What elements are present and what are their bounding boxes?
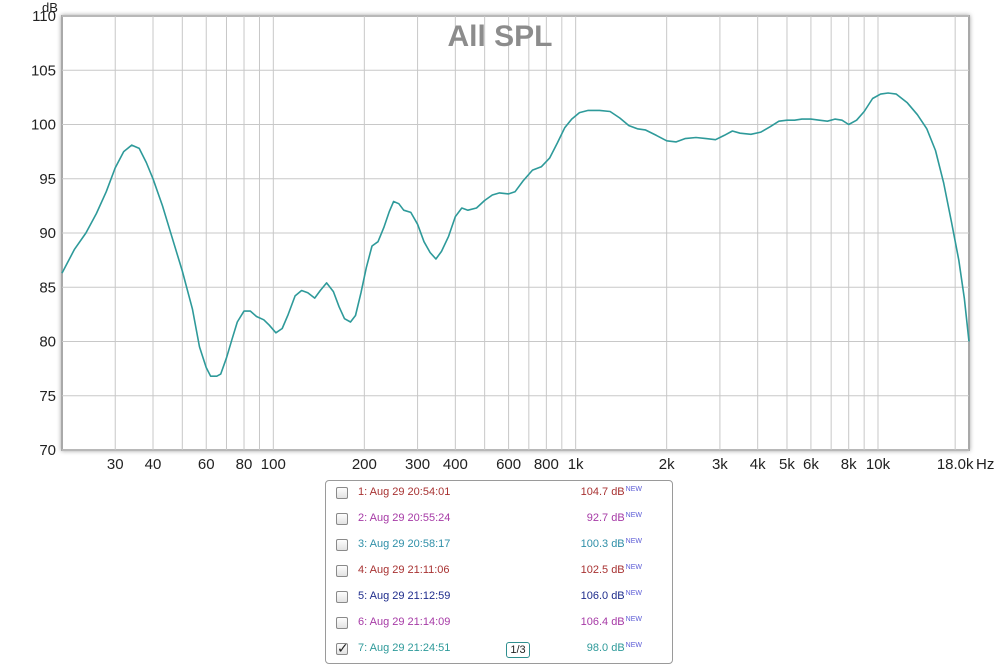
y-tick-label: 100: [31, 117, 56, 134]
y-tick-label: 70: [39, 442, 56, 459]
legend-item[interactable]: 6: Aug 29 21:14:09 106.4 dBNEW: [336, 616, 642, 634]
x-tick-label: 2k: [659, 456, 675, 473]
x-tick-label: 300: [405, 456, 430, 473]
new-badge: NEW: [625, 538, 642, 545]
x-tick-label: 100: [261, 456, 286, 473]
y-tick-label: 85: [39, 279, 56, 296]
x-tick-label: 18.0k: [937, 456, 974, 473]
x-tick-label: 800: [534, 456, 559, 473]
measurement-checkbox[interactable]: [336, 513, 348, 525]
legend-item[interactable]: 1: Aug 29 20:54:01 104.7 dBNEW: [336, 486, 642, 504]
spl-chart: 70 75 80 85 90 95 100 105 110 30 40 60 80 100 200 300 4…: [31, 0, 994, 473]
x-tick-label: 60: [198, 456, 215, 473]
measurement-checkbox[interactable]: [336, 617, 348, 629]
measurement-label: 5: Aug 29 21:12:59: [358, 590, 451, 602]
x-tick-label: 5k: [779, 456, 795, 473]
measurement-checkbox[interactable]: [336, 539, 348, 551]
measurement-checkbox[interactable]: [336, 565, 348, 577]
new-badge: NEW: [625, 564, 642, 571]
measurement-level: 92.7 dBNEW: [586, 512, 642, 524]
measurement-level: 102.5 dBNEW: [580, 564, 642, 576]
legend-item[interactable]: 5: Aug 29 21:12:59 106.0 dBNEW: [336, 590, 642, 608]
measurement-label: 3: Aug 29 20:58:17: [358, 538, 451, 550]
measurement-label: 7: Aug 29 21:24:51: [358, 642, 451, 654]
y-tick-labels: 70 75 80 85 90 95 100 105 110: [31, 8, 56, 459]
chart-title: All SPL: [447, 20, 552, 53]
measurement-level: 98.0 dBNEW: [586, 642, 642, 654]
measurement-checkbox[interactable]: [336, 591, 348, 603]
measurement-label: 1: Aug 29 20:54:01: [358, 486, 451, 498]
new-badge: NEW: [625, 512, 642, 519]
new-badge: NEW: [625, 486, 642, 493]
x-tick-label: 3k: [712, 456, 728, 473]
spl-curve: [61, 92, 970, 377]
new-badge: NEW: [625, 590, 642, 597]
measurement-level: 106.0 dBNEW: [580, 590, 642, 602]
measurement-label: 2: Aug 29 20:55:24: [358, 512, 451, 524]
y-tick-label: 90: [39, 225, 56, 242]
x-tick-label: 200: [352, 456, 377, 473]
measurement-checkbox[interactable]: [336, 640, 349, 657]
x-tick-label: 600: [496, 456, 521, 473]
legend-item[interactable]: 4: Aug 29 21:11:06 102.5 dBNEW: [336, 564, 642, 582]
new-badge: NEW: [625, 642, 642, 649]
x-tick-label: 1k: [568, 456, 584, 473]
x-tick-label: 40: [145, 456, 162, 473]
grid-lines: [62, 15, 969, 451]
x-tick-label: 400: [443, 456, 468, 473]
x-tick-labels: 30 40 60 80 100 200 300 400 600 800 1k 2k 3k 4k 5k 6k 8k…: [107, 456, 974, 473]
measurement-label: 6: Aug 29 21:14:09: [358, 616, 451, 628]
measurement-level: 106.4 dBNEW: [580, 616, 642, 628]
y-tick-label: 105: [31, 62, 56, 79]
x-tick-label: 30: [107, 456, 124, 473]
x-tick-label: 4k: [750, 456, 766, 473]
x-tick-label: 8k: [841, 456, 857, 473]
measurement-level: 104.7 dBNEW: [580, 486, 642, 498]
x-axis-unit: Hz: [976, 456, 994, 473]
measurement-label: 4: Aug 29 21:11:06: [358, 564, 450, 576]
smoothing-value: 1/3: [510, 644, 526, 656]
measurement-legend: 1: Aug 29 20:54:01 104.7 dBNEW 2: Aug 29 2…: [325, 480, 673, 664]
y-tick-label: 95: [39, 171, 56, 188]
legend-item[interactable]: 7: Aug 29 21:24:51 98.0 dBNEW: [336, 640, 642, 660]
smoothing-selector[interactable]: 1/3: [500, 642, 536, 658]
y-tick-label: 75: [39, 388, 56, 405]
legend-item[interactable]: 2: Aug 29 20:55:24 92.7 dBNEW: [336, 512, 642, 530]
measurement-level: 100.3 dBNEW: [580, 538, 642, 550]
x-tick-label: 80: [236, 456, 253, 473]
x-tick-label: 10k: [866, 456, 891, 473]
y-axis-unit: dB: [42, 0, 58, 15]
y-tick-label: 110: [32, 8, 56, 25]
y-tick-label: 80: [39, 334, 56, 351]
new-badge: NEW: [625, 616, 642, 623]
legend-item[interactable]: 3: Aug 29 20:58:17 100.3 dBNEW: [336, 538, 642, 556]
x-tick-label: 6k: [803, 456, 819, 473]
measurement-checkbox[interactable]: [336, 487, 348, 499]
